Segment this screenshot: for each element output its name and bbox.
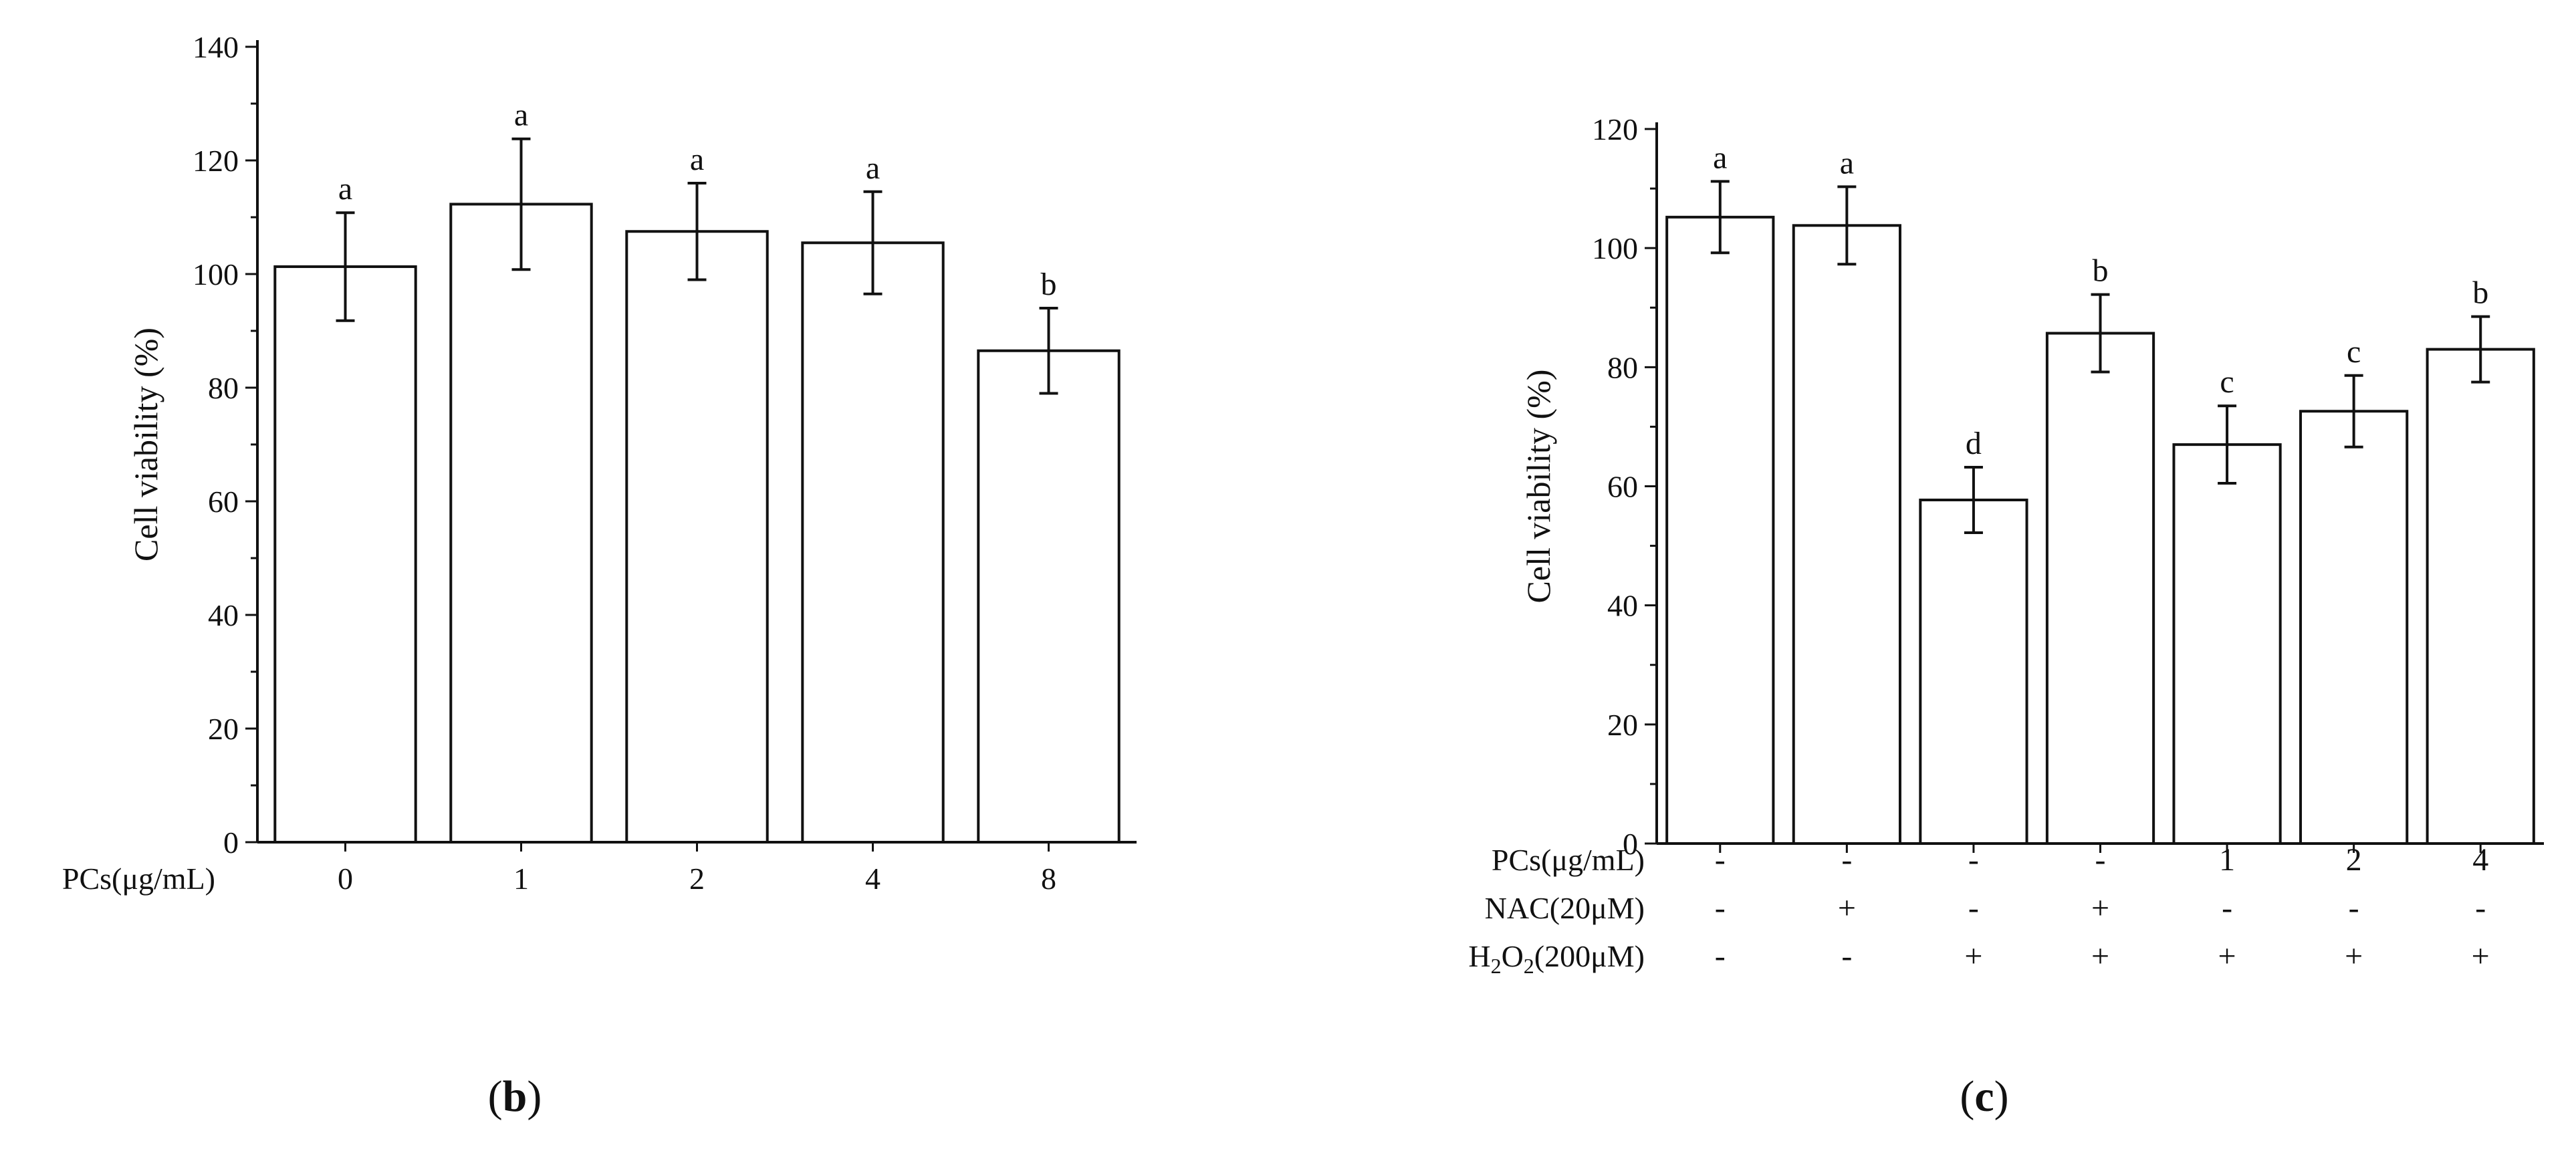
significance-letter: b [2472,275,2488,311]
significance-letter: c [2347,334,2361,370]
significance-letter: a [514,98,528,133]
condition-value: + [1838,890,1856,926]
condition-value: - [1715,890,1726,926]
y-tick-label: 40 [208,598,239,632]
y-tick-label: 140 [193,30,239,64]
panel-c-chart: 0 20 40 60 80 100 120 Cell viability (%) a a d b c c b… [1520,112,2544,974]
x-tick-label: 1 [513,862,529,896]
condition-value: 2 [2346,842,2362,878]
condition-value: + [2218,938,2236,974]
y-tick-label: 100 [1592,231,1638,265]
significance-letter: d [1966,426,1982,461]
condition-value: + [2345,938,2363,974]
bar [449,203,593,844]
condition-value: + [2472,938,2490,974]
significance-letter: a [690,142,704,177]
y-tick-label: 80 [208,371,239,405]
bar [2426,348,2535,845]
condition-value: + [1964,938,1982,974]
significance-letter: a [866,150,880,186]
bar [1919,498,2028,845]
row-label-nac: NAC(20μM) [1485,891,1645,925]
bar [1792,224,1901,845]
x-tick-label: 4 [865,862,881,896]
y-tick-label: 120 [193,144,239,178]
y-tick-label: 20 [208,712,239,746]
row-label-h2o2: H2O2(200μM) [1468,939,1645,978]
x-tick-label: 0 [338,862,353,896]
x-tick-label: 8 [1041,862,1056,896]
condition-value: - [2349,890,2359,926]
condition-value: - [1715,938,1726,974]
y-tick-label: 80 [1607,350,1638,384]
condition-value: - [1968,842,1979,878]
significance-letter: b [2093,253,2109,289]
panel-b-label: (b) [488,1072,542,1121]
bar [2172,443,2282,845]
y-tick-label: 0 [223,825,239,860]
condition-value: - [1968,890,1979,926]
y-tick-label: 100 [193,257,239,291]
condition-value: - [1715,842,1726,878]
y-tick-label: 120 [1592,112,1638,146]
condition-value: - [2475,890,2486,926]
condition-value: - [1841,938,1852,974]
row-label-pcs-b: PCs(μg/mL) [62,862,215,896]
condition-value: 4 [2472,842,2488,878]
x-tick-label: 2 [689,862,705,896]
condition-value: + [2091,890,2109,926]
y-tick-label: 20 [1607,708,1638,742]
condition-value: + [2091,938,2109,974]
y-tick-label: 0 [1623,827,1638,861]
bar [2299,410,2409,845]
significance-letter: c [2220,364,2234,400]
significance-letter: a [1713,140,1727,175]
bar [1665,215,1775,845]
bar [625,230,769,844]
condition-value: 1 [2219,842,2235,878]
significance-letter: a [338,171,352,207]
condition-value: - [1841,842,1852,878]
row-label-pcs: PCs(μg/mL) [1492,843,1645,877]
significance-letter: b [1041,267,1057,302]
y-axis-title: Cell viability (%) [127,328,164,561]
y-tick-label: 60 [1607,470,1638,504]
y-tick-label: 60 [208,485,239,519]
y-axis-title: Cell viability (%) [1520,370,1557,604]
y-tick-label: 40 [1607,589,1638,623]
panel-c-label: (c) [1960,1072,2008,1121]
significance-letter: a [1840,145,1854,180]
condition-value: - [2095,842,2106,878]
bar [273,265,417,844]
bar [2045,332,2155,845]
condition-value: - [2222,890,2232,926]
bar [801,241,945,844]
bar [977,349,1121,844]
